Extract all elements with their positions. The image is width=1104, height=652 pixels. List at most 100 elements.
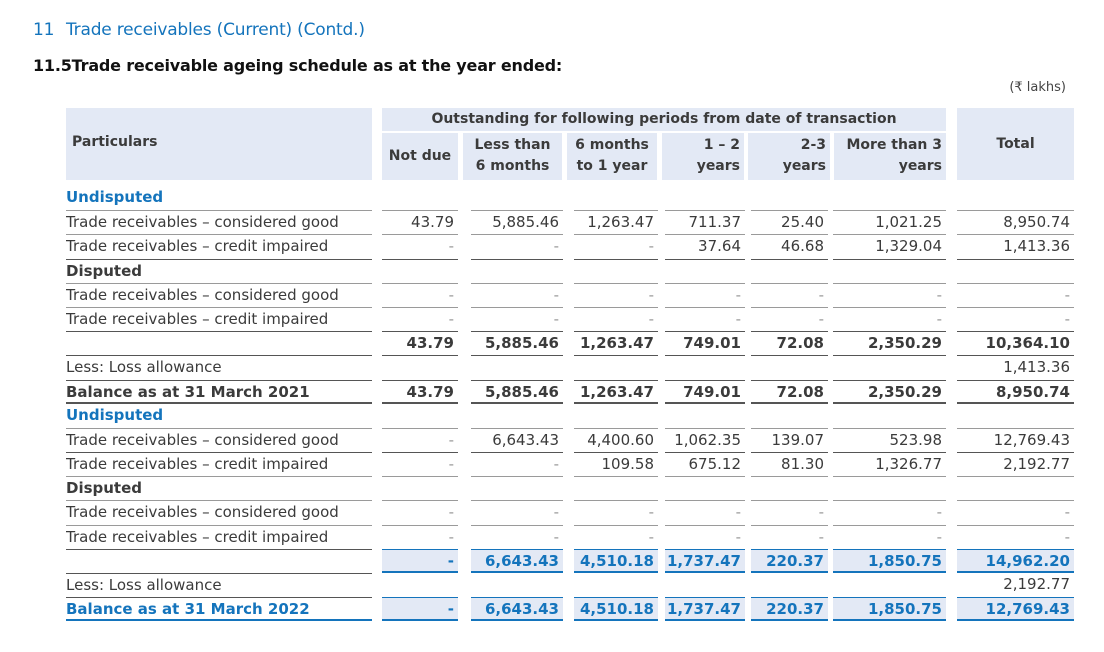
cell-less-than-6-months: -	[471, 306, 563, 331]
empty-cell	[957, 258, 1074, 283]
cell-1-2-years: 675.12	[665, 452, 745, 476]
header-total: Total	[957, 108, 1074, 180]
header-more-than-3-years: More than 3 years	[834, 133, 946, 180]
cell-more-than-3-years: -	[833, 524, 946, 549]
cell-more-than-3-years: 1,850.75	[833, 597, 946, 622]
cell-not-due	[382, 573, 458, 597]
cell-total: 10,364.10	[957, 331, 1074, 355]
cell-1-2-years: -	[665, 500, 745, 524]
cell-less-than-6-months: -	[471, 234, 563, 258]
row-label: Trade receivables – credit impaired	[66, 306, 372, 331]
cell-not-due: -	[382, 452, 458, 476]
cell-total: 12,769.43	[957, 597, 1074, 622]
cell-less-than-6-months: 5,885.46	[471, 379, 563, 404]
cell-less-than-6-months	[471, 355, 563, 379]
row-label: Trade receivables – considered good	[66, 282, 372, 307]
subsection-title: 11.5Trade receivable ageing schedule as …	[33, 56, 563, 75]
disputed-label: Disputed	[66, 258, 372, 283]
cell-6-months-to-1-year: -	[574, 234, 658, 258]
row-label: Balance as at 31 March 2022	[66, 597, 372, 622]
cell-more-than-3-years: 1,329.04	[833, 234, 946, 258]
row-label	[66, 331, 372, 355]
cell-more-than-3-years: 1,326.77	[833, 452, 946, 476]
empty-cell	[833, 258, 946, 283]
cell-not-due: -	[382, 282, 458, 307]
cell-less-than-6-months: -	[471, 524, 563, 549]
header-2-3-years: 2-3 years	[748, 133, 830, 180]
empty-cell	[471, 476, 563, 500]
cell-1-2-years: 37.64	[665, 234, 745, 258]
cell-less-than-6-months: 5,885.46	[471, 331, 563, 355]
cell-not-due: -	[382, 548, 458, 573]
cell-6-months-to-1-year: -	[574, 524, 658, 549]
cell-more-than-3-years: -	[833, 282, 946, 307]
table-row: Trade receivables – credit impaired - - …	[66, 524, 1074, 549]
empty-cell	[574, 476, 658, 500]
cell-less-than-6-months: -	[471, 452, 563, 476]
header-1-2-years: 1 – 2 years	[662, 133, 744, 180]
empty-cell	[957, 476, 1074, 500]
cell-1-2-years: 1,062.35	[665, 427, 745, 452]
header-less-than-6-months: Less than 6 months	[463, 133, 562, 180]
section-heading: 11 Trade receivables (Current) (Contd.)	[33, 20, 365, 40]
row-label: Trade receivables – considered good	[66, 427, 372, 452]
cell-total: -	[957, 306, 1074, 331]
cell-total: 14,962.20	[957, 548, 1074, 573]
cell-total: 8,950.74	[957, 210, 1074, 234]
balance-row-2022: Balance as at 31 March 2022 - 6,643.43 4…	[66, 597, 1074, 622]
cell-total: -	[957, 524, 1074, 549]
cell-6-months-to-1-year: 4,510.18	[574, 548, 658, 573]
cell-2-3-years: 220.37	[751, 597, 828, 622]
cell-1-2-years: -	[665, 306, 745, 331]
table-row: Trade receivables – considered good 43.7…	[66, 210, 1074, 234]
ageing-table-body: Undisputed Trade receivables – considere…	[66, 186, 1074, 622]
cell-1-2-years: 749.01	[665, 379, 745, 404]
cell-1-2-years	[665, 355, 745, 379]
cell-less-than-6-months: 6,643.43	[471, 597, 563, 622]
subtotal-row: 43.79 5,885.46 1,263.47 749.01 72.08 2,3…	[66, 331, 1074, 355]
row-label: Trade receivables – credit impaired	[66, 234, 372, 258]
header-group: Outstanding for following periods from d…	[382, 108, 946, 131]
empty-cell	[382, 258, 458, 283]
header-not-due: Not due	[382, 133, 458, 180]
cell-more-than-3-years	[833, 355, 946, 379]
cell-less-than-6-months: -	[471, 500, 563, 524]
cell-total: 2,192.77	[957, 452, 1074, 476]
row-label: Trade receivables – credit impaired	[66, 524, 372, 549]
cell-2-3-years: 139.07	[751, 427, 828, 452]
cell-1-2-years	[665, 573, 745, 597]
cell-2-3-years: 81.30	[751, 452, 828, 476]
units-label: (₹ lakhs)	[1009, 80, 1066, 95]
cell-less-than-6-months: 6,643.43	[471, 427, 563, 452]
header-particulars: Particulars	[66, 108, 372, 180]
cell-6-months-to-1-year: 109.58	[574, 452, 658, 476]
empty-cell	[665, 258, 745, 283]
table-row: Trade receivables – considered good - - …	[66, 500, 1074, 524]
cell-6-months-to-1-year: 1,263.47	[574, 210, 658, 234]
header-6-months-to-1-year: 6 months to 1 year	[567, 133, 657, 180]
empty-cell	[751, 258, 828, 283]
empty-cell	[471, 258, 563, 283]
table-row: Trade receivables – considered good - - …	[66, 282, 1074, 307]
cell-more-than-3-years: 523.98	[833, 427, 946, 452]
cell-6-months-to-1-year: 4,400.60	[574, 427, 658, 452]
cell-6-months-to-1-year	[574, 573, 658, 597]
section-label-row: Disputed	[66, 476, 1074, 500]
cell-2-3-years: 46.68	[751, 234, 828, 258]
table-row: Trade receivables – considered good - 6,…	[66, 427, 1074, 452]
empty-cell	[574, 258, 658, 283]
cell-less-than-6-months: -	[471, 282, 563, 307]
cell-not-due: -	[382, 500, 458, 524]
undisputed-label: Undisputed	[66, 188, 164, 206]
cell-2-3-years	[751, 355, 828, 379]
cell-total: -	[957, 500, 1074, 524]
cell-2-3-years: 25.40	[751, 210, 828, 234]
cell-not-due: 43.79	[382, 210, 458, 234]
cell-1-2-years: 1,737.47	[665, 597, 745, 622]
section-title: Trade receivables (Current) (Contd.)	[66, 20, 365, 40]
cell-2-3-years: 72.08	[751, 331, 828, 355]
row-label: Less: Loss allowance	[66, 355, 372, 379]
cell-6-months-to-1-year: -	[574, 282, 658, 307]
cell-6-months-to-1-year: 1,263.47	[574, 331, 658, 355]
cell-2-3-years: -	[751, 306, 828, 331]
